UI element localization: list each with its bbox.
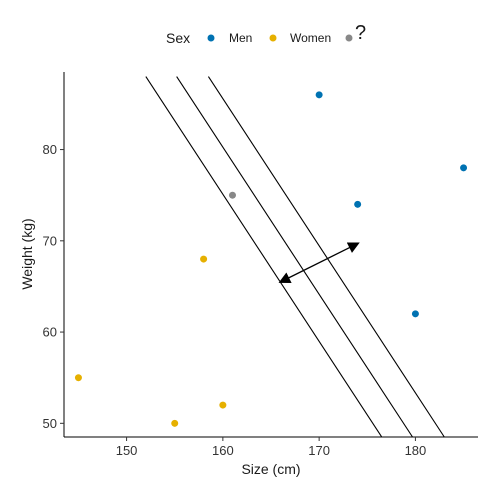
data-point (228, 191, 236, 199)
separator-line (207, 76, 445, 438)
x-axis-label: Size (cm) (241, 461, 300, 477)
margin-arrow-group (278, 242, 360, 283)
x-axis-ticks: 150 160 170 180 (116, 437, 427, 458)
data-point (74, 374, 82, 382)
y-tick-label: 50 (43, 416, 57, 431)
y-tick-label: 70 (43, 233, 57, 248)
data-point (200, 255, 208, 263)
legend-marker-men (207, 34, 215, 42)
data-points (74, 91, 468, 427)
legend-label-unknown: ? (355, 22, 366, 44)
data-point (354, 200, 362, 208)
x-tick-label: 180 (405, 443, 427, 458)
legend-label-men: Men (229, 31, 252, 45)
y-axis-label: Weight (kg) (19, 218, 35, 289)
data-point (315, 91, 323, 99)
y-axis-ticks: 50 60 70 80 (43, 142, 64, 431)
data-point (460, 164, 468, 172)
y-tick-label: 60 (43, 325, 57, 340)
y-tick-label: 80 (43, 142, 57, 157)
legend: Sex Men Women ? (166, 22, 366, 46)
separator-line (176, 76, 413, 438)
separator-line (145, 76, 383, 438)
data-point (219, 401, 227, 409)
x-tick-label: 160 (212, 443, 234, 458)
data-point (411, 310, 419, 318)
legend-title: Sex (166, 30, 190, 46)
margin-arrow (278, 242, 360, 283)
separator-lines (145, 76, 445, 438)
x-tick-label: 150 (116, 443, 138, 458)
legend-marker-women (269, 34, 277, 42)
data-point (171, 419, 179, 427)
legend-label-women: Women (290, 31, 331, 45)
x-tick-label: 170 (308, 443, 330, 458)
legend-marker-unknown (345, 34, 353, 42)
